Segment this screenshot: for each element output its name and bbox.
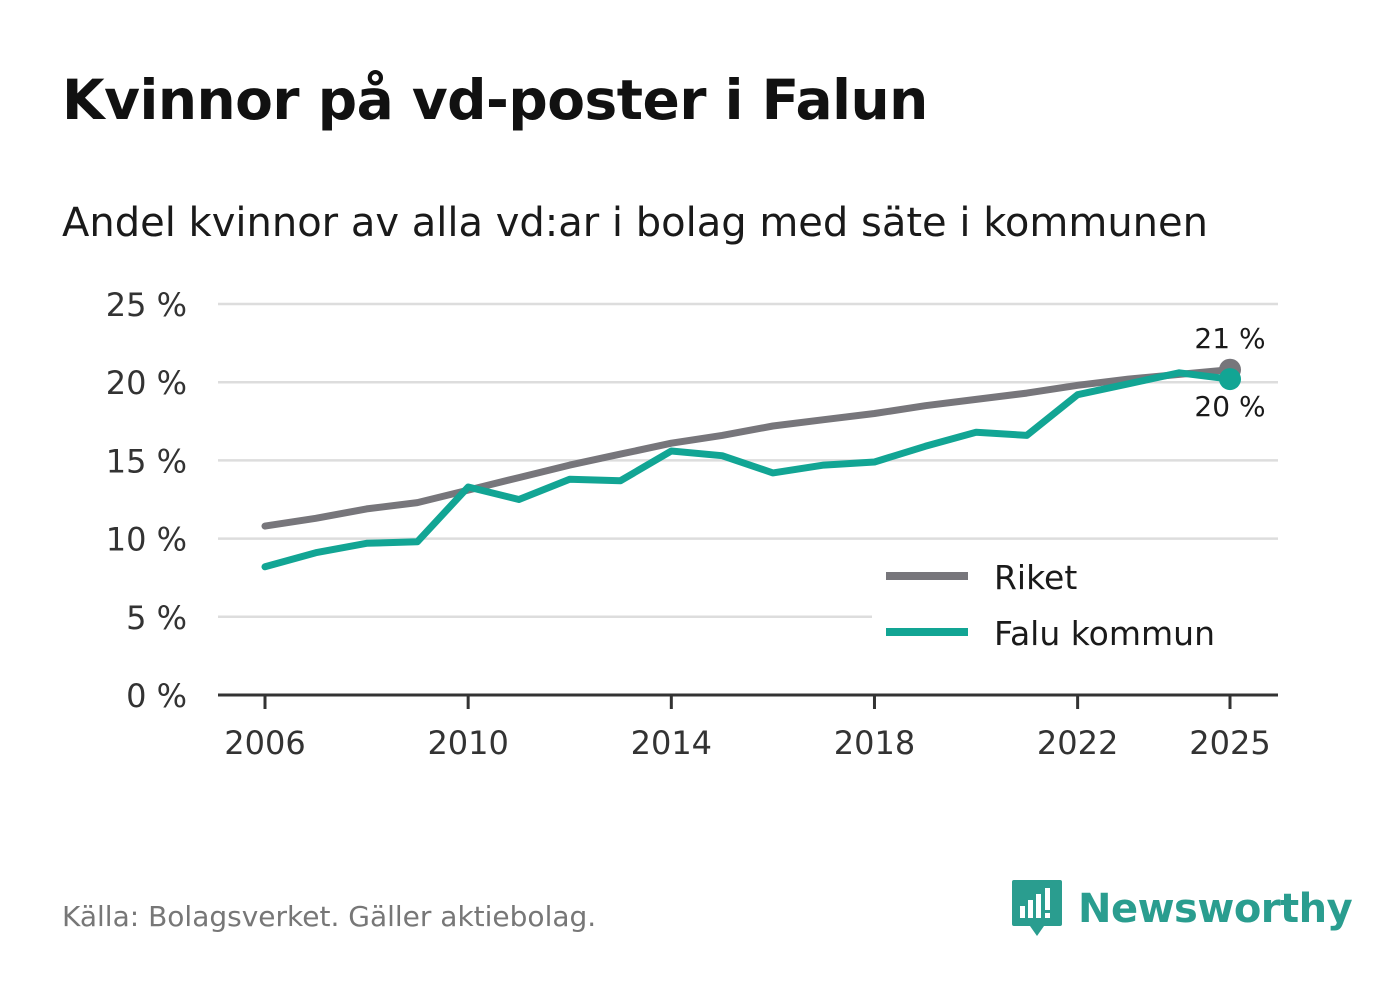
end-markers: 21 % 20 % — [1194, 322, 1265, 423]
y-tick-label-25: 25 % — [106, 286, 187, 324]
x-tick-label-2018: 2018 — [834, 724, 915, 762]
source-note: Källa: Bolagsverket. Gäller aktiebolag. — [62, 900, 597, 933]
x-tick-label-2006: 2006 — [224, 724, 305, 762]
y-axis-ticks: 0 % 5 % 10 % 15 % 20 % 25 % — [106, 286, 187, 715]
newsworthy-logo-text: Newsworthy — [1078, 886, 1353, 932]
legend-background — [872, 545, 1280, 670]
y-tick-label-20: 20 % — [106, 364, 187, 402]
chart-subtitle: Andel kvinnor av alla vd:ar i bolag med … — [62, 200, 1208, 246]
newsworthy-logo-icon — [1012, 880, 1062, 936]
end-label-falun: 20 % — [1194, 390, 1265, 423]
legend-label-riket: Riket — [994, 558, 1077, 597]
series-line-riket — [261, 366, 1234, 530]
x-tick-label-2022: 2022 — [1037, 724, 1118, 762]
legend-label-falun: Falu kommun — [994, 614, 1215, 653]
end-point-falun — [1219, 368, 1241, 391]
series-lines — [261, 366, 1234, 571]
x-tick-label-2010: 2010 — [427, 724, 508, 762]
newsworthy-logo[interactable]: Newsworthy — [1010, 878, 1353, 940]
y-tick-label-0: 0 % — [126, 677, 187, 715]
chart-title: Kvinnor på vd-poster i Falun — [62, 68, 928, 132]
legend: Riket Falu kommun — [872, 545, 1280, 670]
series-line-falun — [261, 369, 1234, 571]
x-axis-ticks: 2006 2010 2014 2018 2022 2025 — [224, 695, 1271, 762]
y-tick-label-5: 5 % — [126, 599, 187, 637]
x-tick-label-2014: 2014 — [631, 724, 712, 762]
x-tick-label-2025: 2025 — [1189, 724, 1270, 762]
y-tick-label-15: 15 % — [106, 442, 187, 480]
end-label-riket: 21 % — [1194, 322, 1265, 355]
y-tick-label-10: 10 % — [106, 521, 187, 559]
